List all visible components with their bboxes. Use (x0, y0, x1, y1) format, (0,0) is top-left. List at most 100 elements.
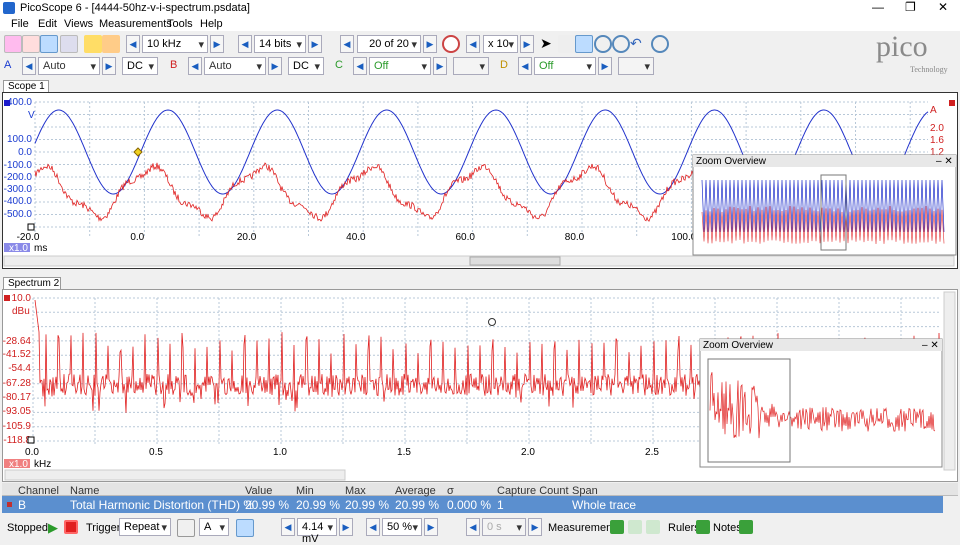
y-tick-label: 0.0 (18, 147, 32, 158)
y-tick-label: -67.28 (3, 378, 32, 389)
table-header (2, 483, 958, 496)
falling[interactable] (256, 519, 274, 537)
x-tick-label: 0.0 (130, 232, 144, 243)
x-tick-label: 60.0 (455, 232, 475, 243)
column-header: Capture Count (497, 485, 569, 497)
rulers-btn[interactable] (696, 520, 710, 534)
prev[interactable]: ◀ (281, 518, 295, 536)
delete-measurement[interactable] (646, 520, 660, 534)
y-tick-label: -200.0 (4, 172, 33, 183)
overview (700, 339, 942, 467)
row-marker (7, 502, 12, 507)
prev[interactable]: ◀ (366, 518, 380, 536)
stop[interactable] (64, 520, 78, 534)
y-tick-label: -28.64 (3, 336, 32, 347)
x-tick-label: 80.0 (565, 232, 585, 243)
next[interactable]: ▶ (424, 518, 438, 536)
range[interactable]: Auto (204, 57, 266, 75)
trigger-mode[interactable]: Repeat (119, 518, 171, 536)
prev[interactable]: ◀ (518, 57, 532, 75)
cell[interactable]: 20.99 % (345, 498, 389, 512)
overview-title: Zoom Overview (696, 156, 767, 167)
x-tick-label: 20.0 (237, 232, 257, 243)
cell[interactable]: 0.000 % (447, 498, 491, 512)
y-tick-label: -300.0 (4, 184, 33, 195)
axis-marker (4, 295, 10, 301)
overview-title: Zoom Overview (703, 340, 774, 351)
trigger-channel[interactable]: A (199, 518, 229, 536)
scroll-thumb (470, 257, 560, 265)
x-tick-label: -20.0 (17, 232, 40, 243)
trigger-label: Trigger (86, 522, 120, 534)
overview-close: – ✕ (936, 156, 953, 167)
prev[interactable]: ◀ (466, 518, 480, 536)
zero-marker (28, 437, 34, 443)
next[interactable]: ▶ (339, 518, 353, 536)
next[interactable]: ▶ (102, 57, 116, 75)
column-header: Min (296, 485, 314, 497)
trigger-icon[interactable] (177, 519, 195, 537)
y-tick-label: -41.52 (3, 349, 32, 360)
next[interactable]: ▶ (598, 57, 612, 75)
coupling[interactable]: DC (288, 57, 324, 75)
y-unit: dBu (12, 306, 30, 317)
coupling[interactable]: DC (122, 57, 158, 75)
delay[interactable]: 0 s (482, 518, 526, 536)
y2-tick-label: 1.6 (930, 135, 944, 146)
x-tick-label: 40.0 (346, 232, 366, 243)
edit-measurement[interactable] (628, 520, 642, 534)
y-tick-label: -400.0 (4, 196, 33, 207)
axis-marker (949, 100, 955, 106)
column-header: σ (447, 485, 454, 497)
column-header: Span (572, 485, 598, 497)
y-tick-label: -105.9 (3, 421, 32, 432)
range[interactable]: Off (534, 57, 596, 75)
channel-name: C (335, 59, 343, 71)
next[interactable]: ▶ (528, 518, 542, 536)
cell[interactable]: B (18, 498, 26, 512)
y-unit: V (28, 110, 35, 121)
column-header: Average (395, 485, 436, 497)
delay-icon[interactable] (446, 519, 464, 537)
cell[interactable]: Total Harmonic Distortion (THD) % (70, 498, 254, 512)
cell[interactable]: 1 (497, 498, 504, 512)
coupling[interactable] (453, 57, 489, 75)
prev[interactable]: ◀ (353, 57, 367, 75)
rising[interactable] (236, 519, 254, 537)
column-header: Channel (18, 485, 59, 497)
x-unit: kHz (34, 459, 51, 470)
column-header: Max (345, 485, 366, 497)
prev[interactable]: ◀ (188, 57, 202, 75)
range[interactable]: Auto (38, 57, 100, 75)
y-tick-label: -93.05 (3, 406, 32, 417)
y-tick-label: -100.0 (4, 160, 33, 171)
y-tick-label: 100.0 (7, 134, 32, 145)
range[interactable]: Off (369, 57, 431, 75)
channel-name: D (500, 59, 508, 71)
axis-marker (4, 100, 10, 106)
y-tick-label: 10.0 (12, 293, 32, 304)
x-zoom: x1.0 (9, 243, 28, 254)
next[interactable]: ▶ (268, 57, 282, 75)
x-unit: ms (34, 243, 47, 254)
pretrigger[interactable]: 50 % (382, 518, 422, 536)
y-tick-label: 400.0 (7, 97, 32, 108)
x-tick-label: 2.0 (521, 447, 535, 458)
cell[interactable]: 20.99 % (395, 498, 439, 512)
current-trace (35, 163, 693, 221)
overview-close: – ✕ (922, 340, 939, 351)
add-measurement[interactable] (610, 520, 624, 534)
threshold[interactable]: 4.14 mV (297, 518, 337, 536)
x-tick-label: 1.0 (273, 447, 287, 458)
coupling[interactable] (618, 57, 654, 75)
y-tick-label: -500.0 (4, 209, 33, 220)
y2-unit: A (930, 105, 937, 116)
prev[interactable]: ◀ (22, 57, 36, 75)
cell[interactable]: 20.99 % (245, 498, 289, 512)
notes-btn[interactable] (739, 520, 753, 534)
cell[interactable]: 20.99 % (296, 498, 340, 512)
cell[interactable]: Whole trace (572, 498, 636, 512)
next[interactable]: ▶ (433, 57, 447, 75)
